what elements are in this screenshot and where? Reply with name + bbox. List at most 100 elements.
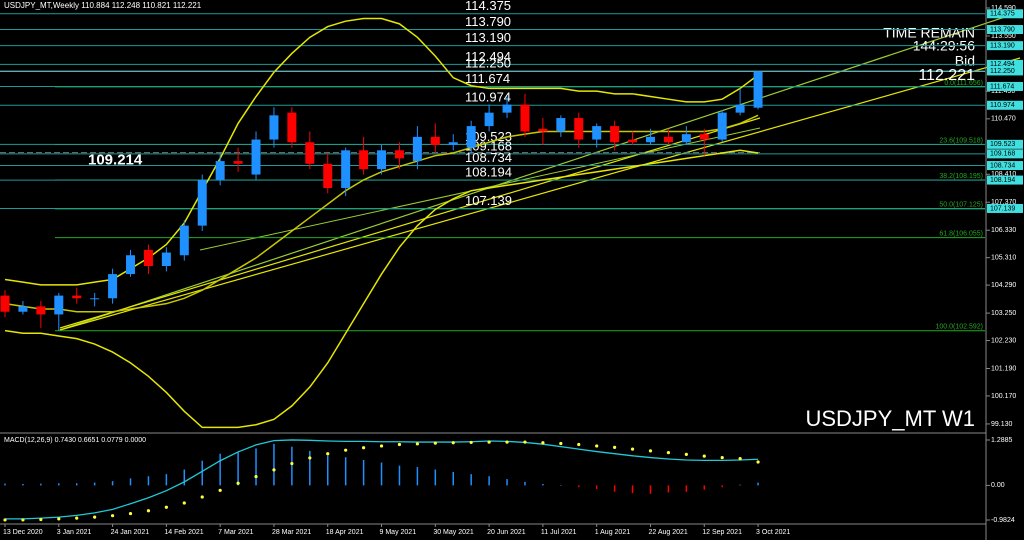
candle-body xyxy=(72,295,82,299)
signal-dot xyxy=(684,452,688,456)
signal-dot xyxy=(93,515,97,519)
signal-dot xyxy=(39,517,43,522)
x-tick-label: 14 Feb 2021 xyxy=(164,529,203,536)
macd-bar xyxy=(721,485,723,488)
candle-body xyxy=(251,139,261,175)
trend-line xyxy=(59,57,1021,331)
signal-dot xyxy=(469,440,473,445)
candle-body xyxy=(179,225,189,256)
candle-body xyxy=(233,161,243,164)
level-price-box xyxy=(987,9,1023,19)
y-tick-label: 102.230 xyxy=(991,337,1016,344)
candle-body xyxy=(645,136,655,143)
candle-body xyxy=(592,126,602,140)
candle-body xyxy=(466,126,476,148)
macd-bar xyxy=(129,478,132,486)
level-price: 113.790 xyxy=(990,26,1015,33)
level-label: 110.974 xyxy=(465,90,511,105)
level-price-box xyxy=(987,81,1023,91)
level-price: 112.250 xyxy=(990,68,1015,75)
macd-bar xyxy=(165,474,168,486)
level-price-box xyxy=(987,59,1023,69)
candle-body xyxy=(394,150,404,159)
signal-dot xyxy=(756,460,760,464)
signal-dot xyxy=(613,445,617,449)
macd-bar xyxy=(201,460,203,486)
y-tick-label: 1.2885 xyxy=(991,437,1013,444)
macd-bar xyxy=(237,451,239,486)
level-label: 112.494 xyxy=(465,49,511,64)
signal-dot xyxy=(57,517,61,521)
y-tick-label: -0.9824 xyxy=(991,517,1015,524)
x-tick-label: 3 Jan 2021 xyxy=(57,529,92,536)
level-price: 114.375 xyxy=(990,11,1015,18)
signal-dot xyxy=(630,447,635,451)
macd-bar xyxy=(524,481,526,486)
x-tick-label: 28 Mar 2021 xyxy=(272,529,311,536)
macd-bar xyxy=(613,485,616,492)
x-tick-label: 24 Jan 2021 xyxy=(111,529,150,536)
signal-dot xyxy=(541,441,545,445)
trend-line xyxy=(59,11,1021,331)
signal-dot xyxy=(595,444,599,448)
level-label: 112.250 xyxy=(465,55,511,70)
macd-bar xyxy=(470,474,472,486)
macd-bar xyxy=(58,483,60,486)
level-price: 110.974 xyxy=(990,102,1015,109)
candle-body xyxy=(377,150,387,170)
candle-body xyxy=(126,255,136,275)
candle-body xyxy=(574,118,584,140)
signal-dot xyxy=(720,455,724,460)
x-tick-label: 9 May 2021 xyxy=(380,529,417,536)
x-tick-label: 1 Aug 2021 xyxy=(595,529,631,536)
signal-dot xyxy=(451,441,455,445)
y-tick-label: 103.250 xyxy=(991,310,1016,317)
x-tick-label: 18 Apr 2021 xyxy=(326,529,364,536)
macd-bar xyxy=(578,485,580,488)
signal-dot xyxy=(290,461,294,466)
candle-body xyxy=(18,306,28,312)
macd-bar xyxy=(111,481,114,486)
signal-dot xyxy=(397,442,402,447)
level-price: 108.734 xyxy=(990,162,1015,169)
signal-dot xyxy=(648,449,653,453)
level-price-box xyxy=(987,149,1023,159)
candle-body xyxy=(753,71,763,108)
y-tick-label: 100.170 xyxy=(991,393,1016,400)
signal-dot xyxy=(738,457,742,461)
macd-bar xyxy=(416,467,419,486)
signal-dot xyxy=(75,516,79,520)
macd-bar xyxy=(595,485,598,489)
macd-bar xyxy=(183,469,186,486)
chart-header: USDJPY_MT,Weekly 110.884 112.248 110.821… xyxy=(4,1,202,10)
candle-body xyxy=(681,134,691,143)
marker-label: 109.214 xyxy=(88,152,143,169)
level-label: 107.139 xyxy=(465,193,512,208)
level-price: 108.194 xyxy=(990,177,1015,184)
candle-body xyxy=(735,104,745,113)
signal-dot xyxy=(577,442,581,447)
macd-bar xyxy=(452,472,454,486)
signal-dot xyxy=(523,440,527,444)
x-tick-label: 30 May 2021 xyxy=(433,529,474,536)
candle-body xyxy=(538,128,548,132)
x-tick-label: 22 Aug 2021 xyxy=(648,529,687,536)
signal-dot xyxy=(21,518,25,522)
fib-label: 23.6(109.518) xyxy=(939,137,983,144)
macd-bar xyxy=(685,485,688,492)
level-price: 109.168 xyxy=(990,151,1015,158)
signal-dot xyxy=(379,444,384,448)
fib-label: 0.0(111.656) xyxy=(944,80,983,87)
macd-bar xyxy=(649,485,652,494)
macd-bar xyxy=(326,455,329,486)
level-price: 112.494 xyxy=(990,61,1015,68)
candle-body xyxy=(520,104,530,132)
candle-body xyxy=(610,126,620,143)
y-tick-label: 108.410 xyxy=(991,171,1016,178)
y-tick-label: 104.290 xyxy=(991,282,1016,289)
level-price: 109.523 xyxy=(990,141,1015,148)
signal-dot xyxy=(254,474,258,479)
signal-dot xyxy=(110,514,115,518)
candle-body xyxy=(305,142,315,164)
